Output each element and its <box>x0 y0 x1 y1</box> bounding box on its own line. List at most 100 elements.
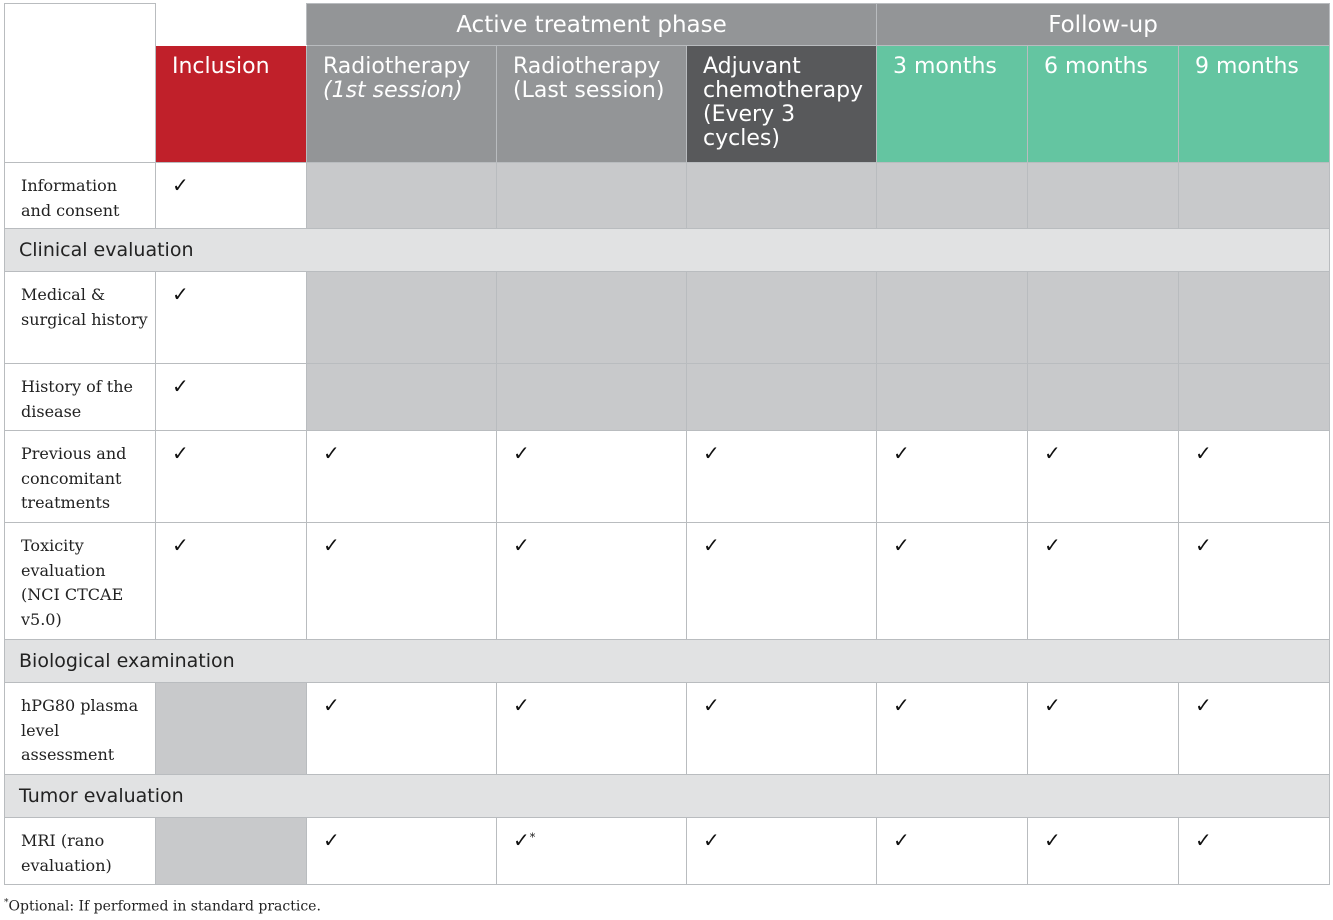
cell-adjuvant-chemotherapy: ✓ <box>685 430 878 523</box>
checkmark-icon: ✓ <box>1195 533 1212 557</box>
checkmark-icon: ✓ <box>703 441 720 465</box>
section-header-tumor-evaluation: Tumor evaluation <box>3 774 1331 818</box>
row-label-information-and-consent: Information and consent <box>4 162 156 229</box>
checkmark-icon: ✓ <box>513 441 530 465</box>
cell-radiotherapy-last-not-applicable <box>496 363 687 431</box>
row-label-hpg80-plasma-level-assessment: hPG80 plasma level assessment <box>4 682 156 775</box>
checkmark-icon: ✓ <box>172 374 189 398</box>
cell-3-months: ✓ <box>876 430 1029 523</box>
column-header-row: Inclusion Radiotherapy (1st session) Rad… <box>5 45 1331 163</box>
row-label-previous-and-concomitant-treatments: Previous and concomitant treatments <box>4 430 156 523</box>
cell-9-months-not-applicable <box>1178 162 1331 229</box>
section-row-clinical-evaluation: Clinical evaluation <box>3 228 1331 272</box>
blank-corner-cell <box>4 3 156 163</box>
row-label-mri-rano-evaluation: MRI (rano evaluation) <box>4 817 156 885</box>
column-header-9-months-label: 9 months <box>1195 54 1299 79</box>
checkmark-icon: ✓ <box>323 693 340 717</box>
checkmark-icon: ✓ <box>323 533 340 557</box>
cell-9-months: ✓ <box>1178 682 1331 775</box>
cell-9-months-not-applicable <box>1178 363 1331 431</box>
cell-inclusion: ✓ <box>155 162 307 229</box>
cell-adjuvant-chemotherapy: ✓ <box>685 682 878 775</box>
cell-6-months-not-applicable <box>1027 363 1180 431</box>
column-header-radiotherapy-last: Radiotherapy (Last session) <box>496 45 687 163</box>
group-header-row: Active treatment phase Follow-up <box>4 3 1331 163</box>
checkmark-icon: ✓ <box>1044 828 1061 852</box>
cell-radiotherapy-last: ✓* <box>496 817 687 885</box>
cell-inclusion: ✓ <box>155 363 307 431</box>
footnote-marker: * <box>4 898 9 908</box>
column-header-radiotherapy-first-line1: Radiotherapy <box>323 54 471 79</box>
cell-radiotherapy-first-not-applicable <box>306 162 497 229</box>
checkmark-icon: ✓ <box>1195 693 1212 717</box>
blank-over-inclusion <box>155 3 307 46</box>
column-header-3-months: 3 months <box>876 45 1029 163</box>
cell-inclusion: ✓ <box>155 522 307 640</box>
checkmark-icon: ✓ <box>703 533 720 557</box>
row-label-toxicity-evaluation-nci-ctcae-v5-0: Toxicity evaluation (NCI CTCAE v5.0) <box>4 522 156 640</box>
cell-radiotherapy-first: ✓ <box>306 682 497 775</box>
cell-6-months: ✓ <box>1027 817 1180 885</box>
checkmark-icon: ✓ <box>893 533 910 557</box>
cell-radiotherapy-last: ✓ <box>496 682 687 775</box>
column-header-radiotherapy-first-line2: (1st session) <box>323 78 463 103</box>
column-header-inclusion: Inclusion <box>155 45 307 163</box>
group-header-active-treatment: Active treatment phase <box>305 3 878 46</box>
cell-radiotherapy-first-not-applicable <box>306 271 497 364</box>
column-header-radiotherapy-last-line1: Radiotherapy <box>513 54 661 79</box>
table-footnote: *Optional: If performed in standard prac… <box>4 898 321 915</box>
cell-3-months: ✓ <box>876 682 1029 775</box>
checkmark-icon: ✓ <box>1044 533 1061 557</box>
cell-3-months: ✓ <box>876 522 1029 640</box>
checkmark-icon: ✓ <box>893 828 910 852</box>
cell-inclusion: ✓ <box>155 271 307 364</box>
cell-3-months-not-applicable <box>876 271 1029 364</box>
cell-adjuvant-chemotherapy: ✓ <box>685 522 878 640</box>
column-header-6-months-label: 6 months <box>1044 54 1148 79</box>
checkmark-icon: ✓ <box>323 441 340 465</box>
group-header-follow-up: Follow-up <box>876 3 1331 46</box>
checkmark-icon: ✓ <box>513 693 530 717</box>
cell-inclusion: ✓ <box>155 430 307 523</box>
checkmark-icon: ✓ <box>172 282 189 306</box>
checkmark-icon: ✓ <box>893 441 910 465</box>
checkmark-icon: ✓ <box>893 693 910 717</box>
column-header-radiotherapy-first: Radiotherapy (1st session) <box>306 45 497 163</box>
table-row: hPG80 plasma level assessment ✓ ✓ ✓ ✓ ✓ ✓ <box>4 682 1331 775</box>
section-header-clinical-evaluation: Clinical evaluation <box>3 228 1331 272</box>
cell-radiotherapy-last: ✓ <box>496 430 687 523</box>
section-row-biological-examination: Biological examination <box>3 639 1331 683</box>
cell-adjuvant-chemotherapy-not-applicable <box>685 271 878 364</box>
cell-9-months: ✓ <box>1178 430 1331 523</box>
table-row: MRI (rano evaluation) ✓ ✓* ✓ ✓ ✓ ✓ <box>4 817 1331 885</box>
cell-6-months-not-applicable <box>1027 162 1180 229</box>
checkmark-icon: ✓ <box>172 533 189 557</box>
cell-6-months: ✓ <box>1027 682 1180 775</box>
checkmark-icon: ✓ <box>1195 441 1212 465</box>
cell-inclusion-not-applicable <box>155 682 307 775</box>
cell-adjuvant-chemotherapy-not-applicable <box>685 162 878 229</box>
column-header-6-months: 6 months <box>1027 45 1180 163</box>
checkmark-icon: ✓ <box>513 828 530 852</box>
cell-6-months: ✓ <box>1027 522 1180 640</box>
section-row-tumor-evaluation: Tumor evaluation <box>3 774 1331 818</box>
cell-6-months: ✓ <box>1027 430 1180 523</box>
footnote-text: Optional: If performed in standard pract… <box>8 898 321 915</box>
checkmark-icon: ✓ <box>323 828 340 852</box>
checkmark-icon: ✓ <box>172 173 189 197</box>
row-label-history-of-the-disease: History of the disease <box>4 363 156 431</box>
cell-radiotherapy-last-not-applicable <box>496 162 687 229</box>
checkmark-icon: ✓ <box>1044 441 1061 465</box>
checkmark-icon: ✓ <box>703 828 720 852</box>
checkmark-icon: ✓ <box>703 693 720 717</box>
cell-9-months: ✓ <box>1178 522 1331 640</box>
checkmark-icon: ✓ <box>1044 693 1061 717</box>
cell-radiotherapy-first: ✓ <box>306 817 497 885</box>
checkmark-icon: ✓ <box>172 441 189 465</box>
study-schedule-table: Active treatment phase Follow-up Inclusi… <box>3 3 1331 885</box>
column-header-adjuvant-chemotherapy: Adjuvant chemotherapy (Every 3 cycles) <box>685 45 878 163</box>
checkmark-icon: ✓ <box>513 533 530 557</box>
cell-radiotherapy-last-not-applicable <box>496 271 687 364</box>
column-header-radiotherapy-last-line2: (Last session) <box>513 78 665 103</box>
cell-6-months-not-applicable <box>1027 271 1180 364</box>
